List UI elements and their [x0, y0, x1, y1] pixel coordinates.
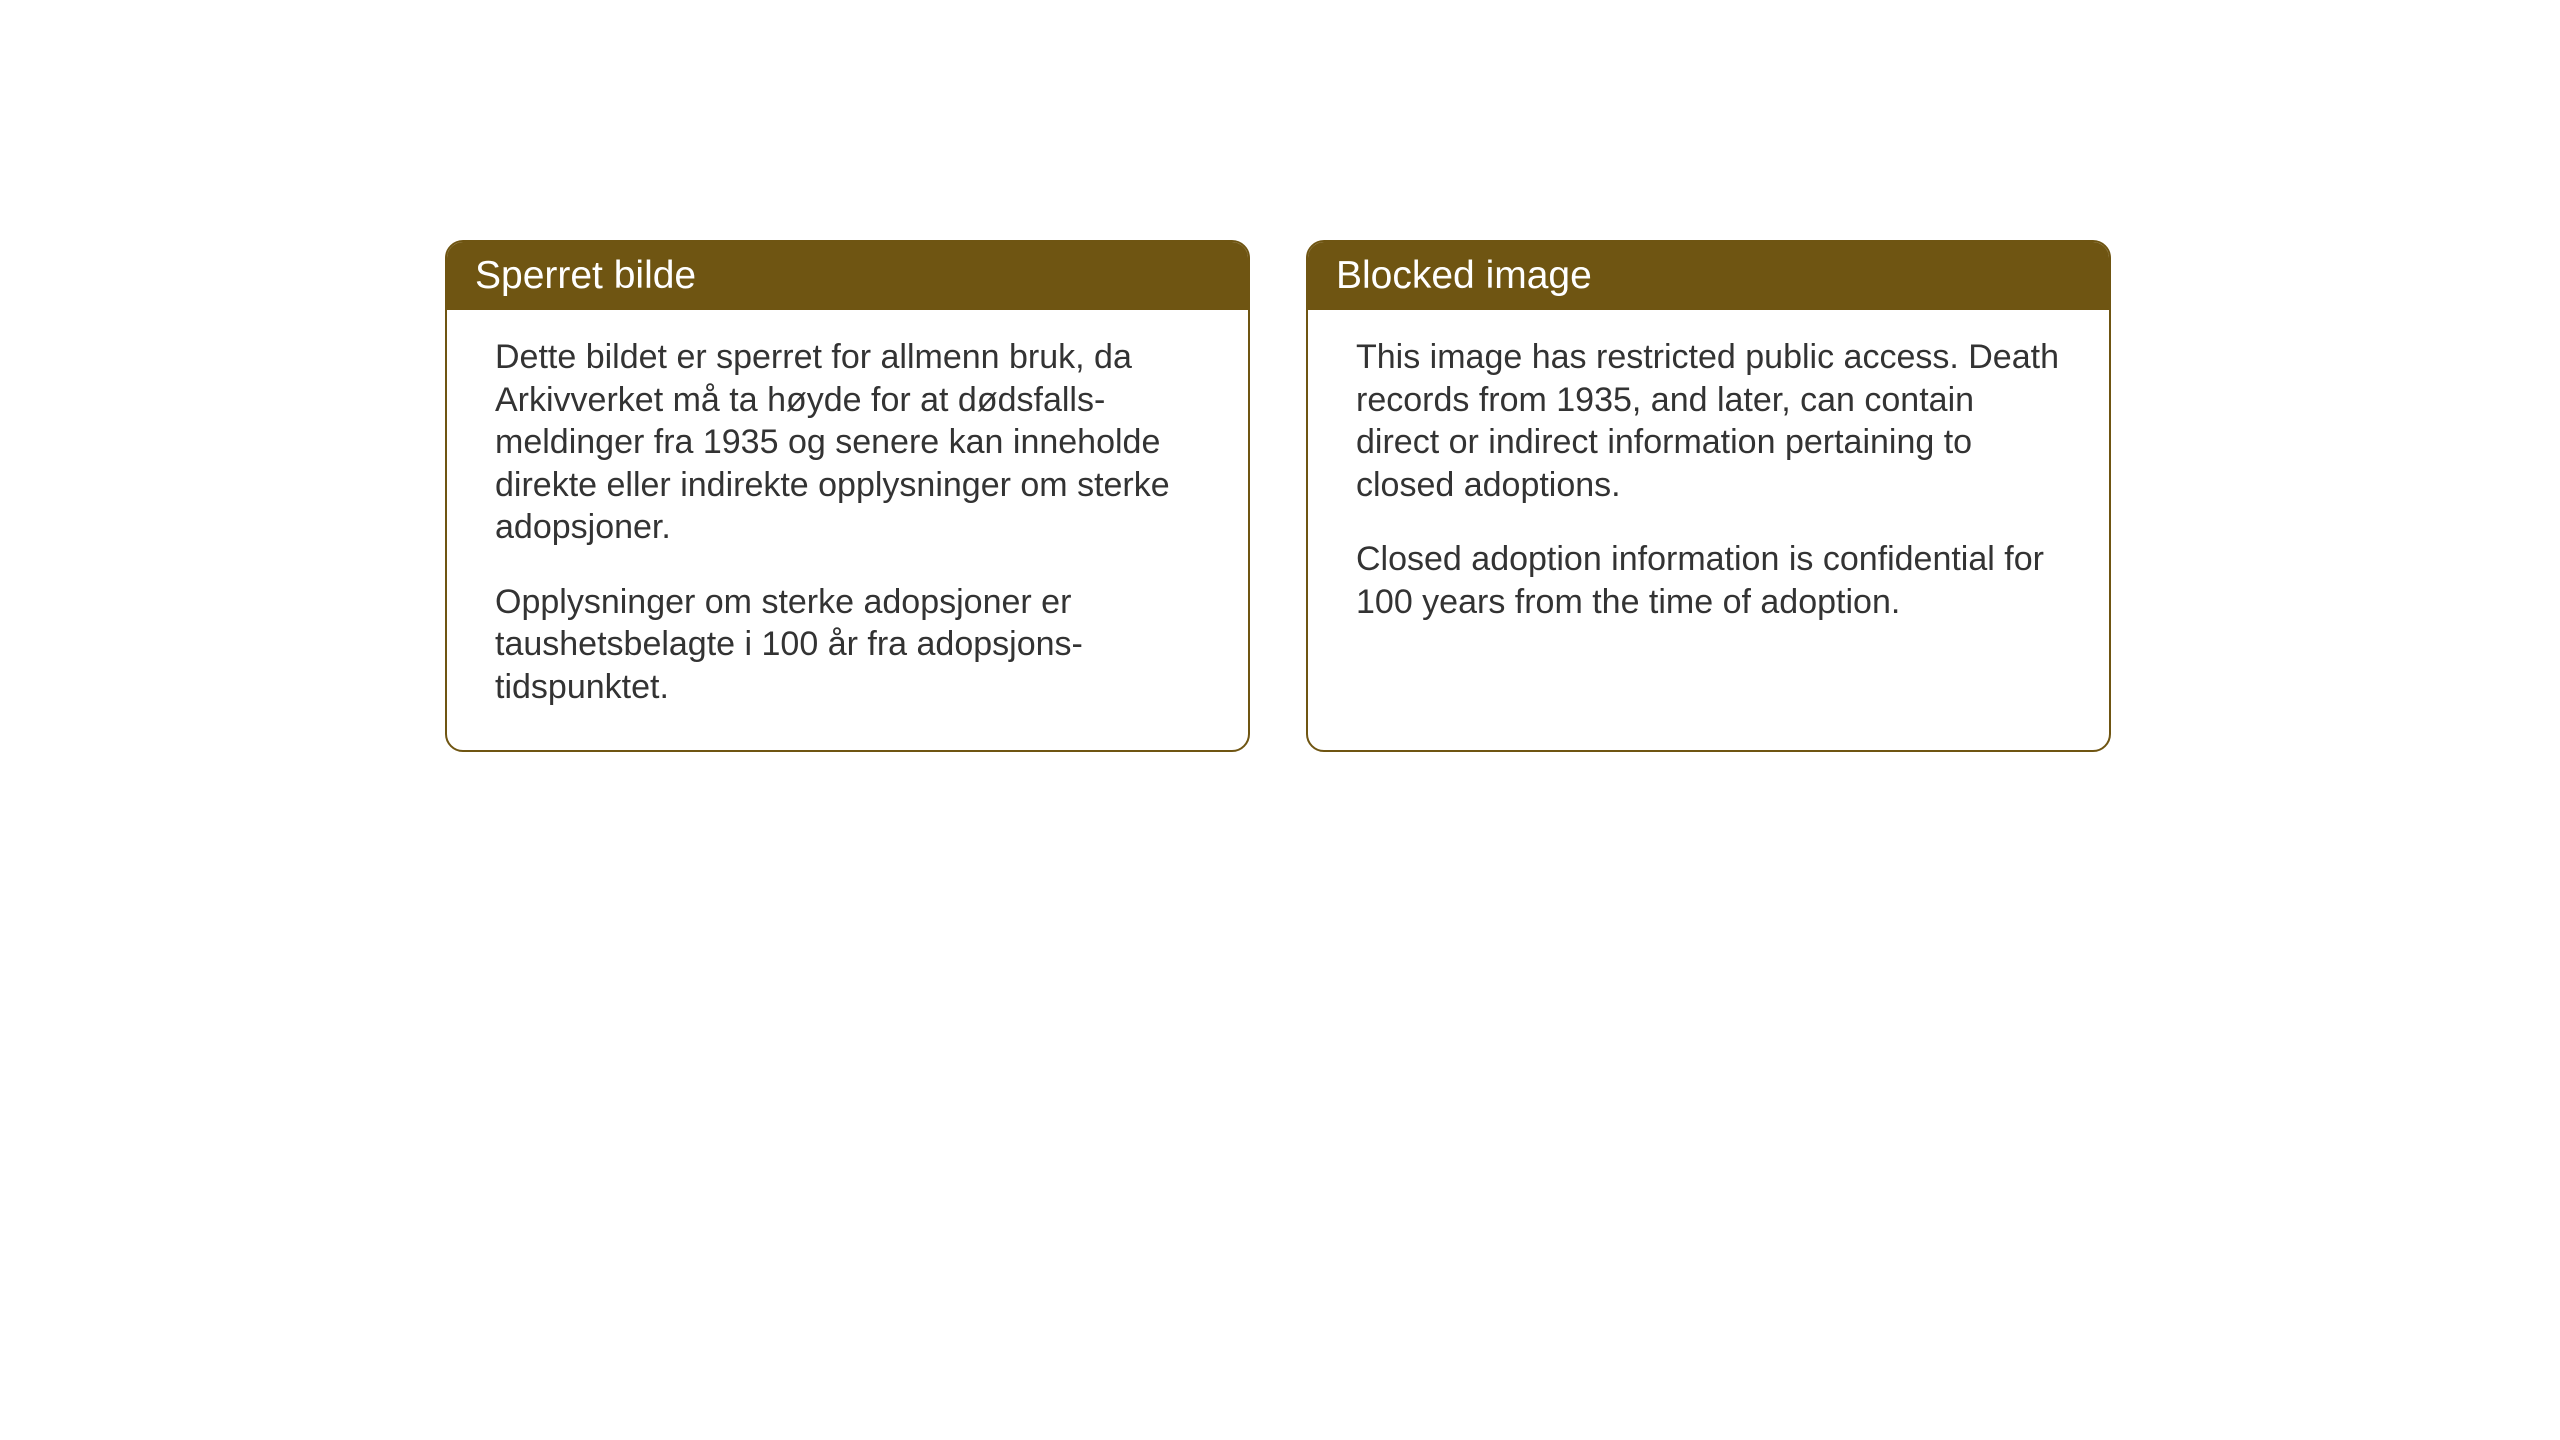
card-paragraph-norwegian-1: Dette bildet er sperret for allmenn bruk…	[495, 336, 1200, 549]
notice-cards-container: Sperret bilde Dette bildet er sperret fo…	[445, 240, 2111, 752]
card-title-norwegian: Sperret bilde	[475, 254, 696, 297]
card-header-english: Blocked image	[1308, 242, 2109, 310]
card-paragraph-english-1: This image has restricted public access.…	[1356, 336, 2061, 506]
card-body-english: This image has restricted public access.…	[1308, 310, 2109, 665]
card-header-norwegian: Sperret bilde	[447, 242, 1248, 310]
notice-card-norwegian: Sperret bilde Dette bildet er sperret fo…	[445, 240, 1250, 752]
card-title-english: Blocked image	[1336, 254, 1592, 297]
notice-card-english: Blocked image This image has restricted …	[1306, 240, 2111, 752]
card-paragraph-norwegian-2: Opplysninger om sterke adopsjoner er tau…	[495, 581, 1200, 709]
card-paragraph-english-2: Closed adoption information is confident…	[1356, 538, 2061, 623]
card-body-norwegian: Dette bildet er sperret for allmenn bruk…	[447, 310, 1248, 750]
